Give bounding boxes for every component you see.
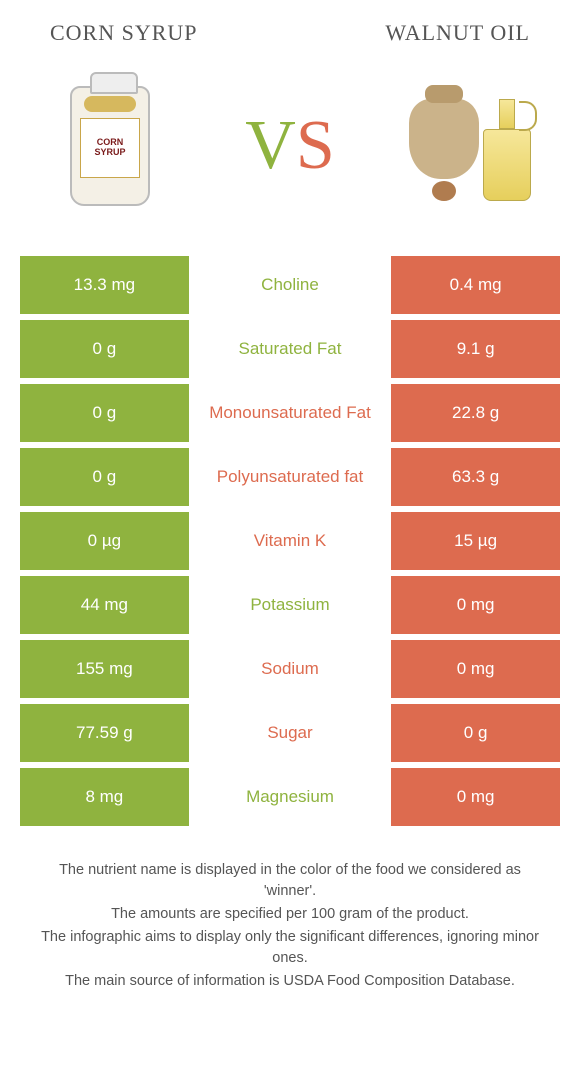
header: CORN SYRUP WALNUT OIL <box>0 0 580 56</box>
value-left: 0 g <box>20 448 189 506</box>
nutrient-label: Choline <box>189 256 392 314</box>
footer-line: The nutrient name is displayed in the co… <box>36 860 544 902</box>
footer-line: The infographic aims to display only the… <box>36 927 544 969</box>
bottle-icon <box>483 91 531 201</box>
nutrient-label: Potassium <box>189 576 392 634</box>
footer-line: The main source of information is USDA F… <box>36 971 544 992</box>
value-right: 0 g <box>391 704 560 762</box>
table-row: 0 gSaturated Fat9.1 g <box>20 320 560 378</box>
nutrient-label: Polyunsaturated fat <box>189 448 392 506</box>
table-row: 44 mgPotassium0 mg <box>20 576 560 634</box>
value-right: 0.4 mg <box>391 256 560 314</box>
jar-label-line2: SYRUP <box>94 148 125 158</box>
nutrient-label: Sodium <box>189 640 392 698</box>
footer-line: The amounts are specified per 100 gram o… <box>36 904 544 925</box>
value-left: 13.3 mg <box>20 256 189 314</box>
vs-s: S <box>296 107 335 184</box>
value-left: 0 µg <box>20 512 189 570</box>
nutrient-label: Monounsaturated Fat <box>189 384 392 442</box>
table-row: 155 mgSodium0 mg <box>20 640 560 698</box>
table-row: 77.59 gSugar0 g <box>20 704 560 762</box>
title-right: WALNUT OIL <box>385 20 530 46</box>
table-row: 0 gPolyunsaturated fat63.3 g <box>20 448 560 506</box>
comparison-table: 13.3 mgCholine0.4 mg0 gSaturated Fat9.1 … <box>0 256 580 826</box>
image-row: CORN SYRUP VS <box>0 56 580 256</box>
value-left: 0 g <box>20 320 189 378</box>
value-right: 9.1 g <box>391 320 560 378</box>
nutrient-label: Magnesium <box>189 768 392 826</box>
vs-label: VS <box>245 106 335 186</box>
walnut-icon <box>432 181 456 201</box>
sack-icon <box>409 99 479 179</box>
table-row: 0 gMonounsaturated Fat22.8 g <box>20 384 560 442</box>
value-right: 63.3 g <box>391 448 560 506</box>
value-left: 0 g <box>20 384 189 442</box>
value-right: 0 mg <box>391 640 560 698</box>
nutrient-label: Saturated Fat <box>189 320 392 378</box>
jar-icon: CORN SYRUP <box>70 86 150 206</box>
table-row: 8 mgMagnesium0 mg <box>20 768 560 826</box>
nutrient-label: Vitamin K <box>189 512 392 570</box>
value-right: 15 µg <box>391 512 560 570</box>
walnut-oil-image <box>390 71 550 221</box>
title-left: CORN SYRUP <box>50 20 198 46</box>
table-row: 13.3 mgCholine0.4 mg <box>20 256 560 314</box>
vs-v: V <box>245 107 296 184</box>
nutrient-label: Sugar <box>189 704 392 762</box>
value-left: 8 mg <box>20 768 189 826</box>
footer-notes: The nutrient name is displayed in the co… <box>0 832 580 992</box>
value-right: 22.8 g <box>391 384 560 442</box>
value-left: 44 mg <box>20 576 189 634</box>
table-row: 0 µgVitamin K15 µg <box>20 512 560 570</box>
corn-syrup-image: CORN SYRUP <box>30 71 190 221</box>
value-left: 77.59 g <box>20 704 189 762</box>
value-right: 0 mg <box>391 768 560 826</box>
value-right: 0 mg <box>391 576 560 634</box>
value-left: 155 mg <box>20 640 189 698</box>
